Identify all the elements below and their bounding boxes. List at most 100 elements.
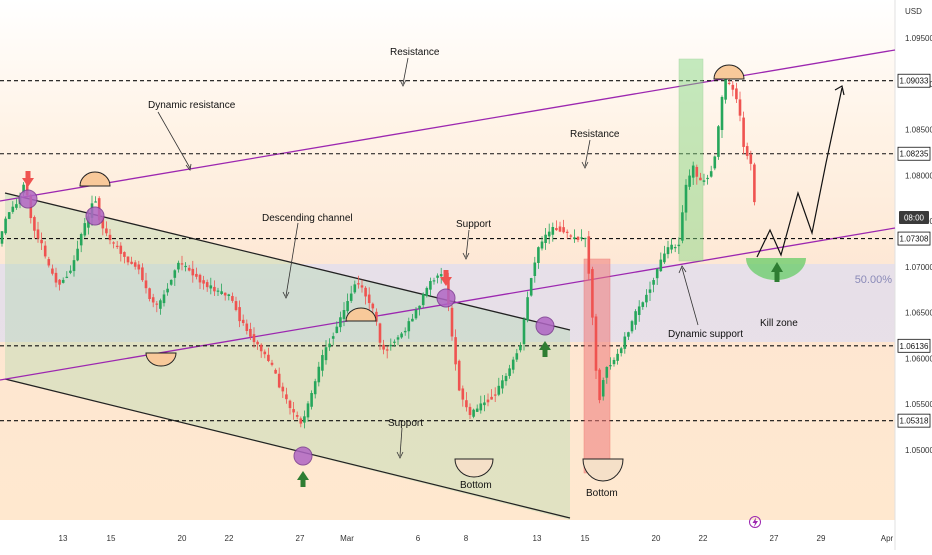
candle-body xyxy=(472,409,475,417)
candle-body xyxy=(69,270,72,273)
candle-body xyxy=(418,305,421,309)
label-bottom-2: Bottom xyxy=(586,488,618,499)
pointer-head xyxy=(282,291,290,299)
candle-body xyxy=(490,396,493,400)
candle-body xyxy=(594,316,598,371)
candle-body xyxy=(501,380,504,389)
y-tick-label: 1.08500 xyxy=(905,126,932,135)
red-down-arrow xyxy=(440,270,452,286)
candle-body xyxy=(385,349,389,351)
level-tag-label: 1.06136 xyxy=(900,342,929,351)
candle-body xyxy=(407,321,411,332)
svg-text:08:00: 08:00 xyxy=(904,214,925,223)
candle-body xyxy=(544,234,547,243)
x-tick-label: 27 xyxy=(296,534,305,543)
candle-body xyxy=(591,269,594,318)
x-tick-label: Apr xyxy=(881,534,894,543)
x-tick-label: 27 xyxy=(770,534,779,543)
candle-body xyxy=(396,337,400,340)
candle-body xyxy=(537,247,540,263)
candle-body xyxy=(130,261,133,264)
candle-body xyxy=(259,344,263,352)
candle-body xyxy=(346,301,349,312)
candle-body xyxy=(4,218,7,234)
candle-body xyxy=(43,245,47,257)
candle-body xyxy=(749,154,753,164)
candle-body xyxy=(274,369,277,374)
label-support-top: Support xyxy=(456,219,491,230)
candle-body xyxy=(349,293,353,301)
candle-body xyxy=(699,177,702,181)
candle-body xyxy=(627,332,630,337)
candle-body xyxy=(191,268,195,276)
candle-body xyxy=(126,256,130,263)
candle-body xyxy=(731,84,735,90)
candle-body xyxy=(612,359,616,365)
candle-body xyxy=(328,343,331,348)
candle-body xyxy=(310,393,313,407)
label-dynamic-support: Dynamic support xyxy=(668,329,743,340)
chart-background xyxy=(0,0,895,520)
candle-body xyxy=(562,227,565,233)
candle-body xyxy=(195,273,198,277)
label-kill-zone: Kill zone xyxy=(760,318,798,329)
candle-body xyxy=(360,285,364,288)
channel-bottom-arc xyxy=(145,352,177,367)
candle-body xyxy=(720,96,724,130)
label-resistance-mid: Resistance xyxy=(570,129,620,140)
lightning-icon[interactable] xyxy=(749,516,761,528)
candle-body xyxy=(54,272,58,283)
candle-body xyxy=(33,217,36,231)
candle-body xyxy=(112,242,115,244)
candle-body xyxy=(15,204,18,208)
candle-body xyxy=(223,292,227,296)
candle-body xyxy=(303,416,306,423)
candle-body xyxy=(342,310,346,319)
candle-body xyxy=(313,381,317,395)
candle-body xyxy=(465,400,468,408)
candle-body xyxy=(724,79,727,100)
pointer-support-top xyxy=(465,229,470,258)
candle-body xyxy=(180,263,184,265)
candle-body xyxy=(256,341,259,345)
candle-body xyxy=(123,252,126,257)
horizontal-levels xyxy=(0,80,895,422)
candle-body xyxy=(166,288,169,293)
candle-body xyxy=(655,268,659,279)
candle-body xyxy=(526,297,529,321)
top-reaction-arc xyxy=(713,64,745,80)
candle-body xyxy=(439,274,443,277)
candle-body xyxy=(83,223,87,236)
candle-body xyxy=(540,241,544,249)
candle-body xyxy=(598,369,601,401)
candle-body xyxy=(231,296,234,301)
candle-body xyxy=(277,373,281,388)
candle-body xyxy=(119,245,123,254)
candle-body xyxy=(691,165,695,178)
candle-body xyxy=(461,388,465,400)
green-up-arrow xyxy=(539,341,551,357)
candle-body xyxy=(673,247,677,249)
candle-body xyxy=(151,297,155,303)
x-tick-label: 15 xyxy=(107,534,116,543)
candle-body xyxy=(742,117,745,147)
candle-body xyxy=(133,262,137,267)
label-support-bottom: Support xyxy=(388,418,423,429)
candle-body xyxy=(393,341,396,343)
candle-body xyxy=(727,82,731,84)
candle-body xyxy=(241,319,245,324)
candle-body xyxy=(137,264,141,270)
candle-body xyxy=(357,283,360,285)
candle-body xyxy=(227,294,231,296)
candle-body xyxy=(583,237,587,240)
x-tick-label: 6 xyxy=(416,534,421,543)
channel-top-arc xyxy=(345,307,377,322)
candle-body xyxy=(22,184,25,194)
candle-body xyxy=(72,260,76,272)
candle-body xyxy=(677,244,681,247)
pointer-dynamic-support xyxy=(681,267,699,326)
candle-body xyxy=(216,290,220,292)
candle-body xyxy=(681,212,684,241)
candle-body xyxy=(403,330,407,333)
